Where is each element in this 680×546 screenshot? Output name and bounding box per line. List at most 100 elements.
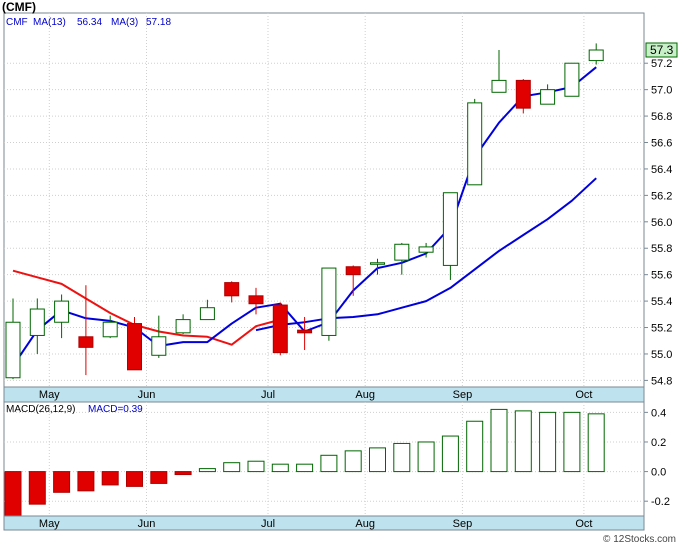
- macd-bar: [53, 471, 71, 493]
- candle-body: [248, 295, 264, 305]
- macd-y-tick-label: 0.0: [651, 467, 666, 479]
- macd-x-tick-label: Jun: [138, 518, 156, 530]
- price-x-tick-label: Jul: [261, 389, 275, 401]
- price-y-tick-label: 56.4: [651, 164, 672, 176]
- price-x-tick-label: Oct: [575, 389, 592, 401]
- legend-cmf: CMF: [6, 17, 28, 28]
- macd-x-tick-label: Aug: [355, 518, 375, 530]
- macd-y-tick-label: -0.2: [651, 496, 670, 508]
- candle-body: [442, 192, 458, 266]
- price-y-tick-label: 56.0: [651, 217, 672, 229]
- candle-body: [345, 266, 361, 276]
- macd-bar: [271, 463, 289, 473]
- price-x-axis-band: [3, 386, 645, 403]
- candle-body: [588, 49, 604, 62]
- macd-value-label: MACD=0.39: [88, 404, 143, 415]
- macd-bar: [77, 471, 95, 492]
- macd-x-tick-label: Jul: [261, 518, 275, 530]
- candle-body: [127, 323, 142, 371]
- macd-bar: [417, 441, 435, 473]
- macd-bar: [174, 471, 192, 476]
- price-y-tick-label: 56.8: [651, 111, 672, 123]
- macd-bar: [126, 471, 143, 487]
- legend-ma13-value: 56.34: [77, 17, 102, 28]
- price-y-tick-label: 56.2: [651, 190, 672, 202]
- price-y-tick-label: 54.8: [651, 375, 672, 387]
- legend-ma13-label: MA(13): [33, 17, 66, 28]
- price-y-ticks: 54.8 55.0 55.2 55.4 55.6 55.8 56.0 56.2 56.4 56.6…: [644, 58, 672, 387]
- macd-vertical-gridlines: [48, 402, 585, 516]
- candle-body: [418, 246, 434, 253]
- macd-bar: [563, 411, 581, 473]
- macd-bar: [539, 411, 557, 473]
- macd-panel: -0.2 0.0 0.2 0.4 May Jun Jul Aug Sep Oct MACD(26…: [3, 401, 670, 531]
- macd-bar: [393, 442, 411, 473]
- candle-body: [54, 300, 70, 323]
- macd-bars: [4, 408, 605, 517]
- candle-body: [515, 79, 531, 109]
- candle-body: [272, 304, 288, 354]
- price-x-tick-label: May: [39, 389, 60, 401]
- macd-bar: [490, 408, 508, 473]
- price-vertical-gridlines: [48, 13, 585, 387]
- macd-bar: [514, 410, 532, 473]
- price-y-tick-label: 55.2: [651, 323, 672, 335]
- candle-body: [491, 79, 507, 93]
- legend-ma3-value: 57.18: [146, 17, 171, 28]
- macd-bar: [369, 447, 386, 473]
- macd-x-ticks: May Jun Jul Aug Sep Oct: [39, 518, 593, 530]
- ma-slow-red-line: [12, 269, 281, 346]
- price-y-tick-label: 57.0: [651, 85, 672, 97]
- macd-bar: [198, 468, 216, 473]
- price-x-tick-label: Aug: [355, 389, 375, 401]
- macd-bar: [101, 471, 119, 486]
- macd-bar: [28, 471, 46, 505]
- macd-bar: [320, 454, 338, 473]
- candle-body: [29, 308, 45, 336]
- macd-title: MACD(26,12,9): [6, 404, 75, 415]
- price-x-ticks: May Jun Jul Aug Sep Oct: [39, 389, 593, 401]
- candle-body: [370, 262, 385, 265]
- candle-body: [394, 243, 410, 261]
- macd-x-tick-label: May: [39, 518, 60, 530]
- ma13-line: [255, 177, 597, 332]
- macd-bar: [296, 463, 314, 473]
- macd-bar: [150, 471, 168, 484]
- candle-body: [151, 336, 167, 356]
- candle-body: [199, 307, 215, 321]
- copyright: © 12Stocks.com: [603, 534, 676, 545]
- last-price-label: 57.3: [650, 43, 674, 57]
- price-candles: [5, 43, 604, 380]
- price-y-tick-label: 55.6: [651, 270, 672, 282]
- last-price-tag: 57.3: [645, 42, 678, 58]
- macd-bar: [223, 462, 241, 473]
- candle-body: [5, 321, 21, 379]
- macd-bar: [4, 471, 22, 517]
- macd-x-axis-band: [3, 515, 645, 531]
- macd-bar: [466, 420, 484, 473]
- candle-body: [78, 336, 94, 348]
- price-y-tick-label: 55.0: [651, 349, 672, 361]
- price-panel: 54.8 55.0 55.2 55.4 55.6 55.8 56.0 56.2 56.4 56.6…: [3, 12, 678, 403]
- macd-y-ticks: -0.2 0.0 0.2 0.4: [644, 407, 670, 508]
- macd-x-tick-label: Sep: [453, 518, 473, 530]
- last-price-tag-bg: [645, 42, 678, 58]
- legend-ma3-label: MA(3): [111, 17, 138, 28]
- chart-title: (CMF): [2, 0, 36, 14]
- price-x-tick-label: Jun: [138, 389, 156, 401]
- price-y-tick-label: 57.2: [651, 58, 672, 70]
- candle-body: [297, 329, 313, 334]
- price-y-tick-label: 55.8: [651, 243, 672, 255]
- macd-bar: [344, 450, 362, 473]
- price-y-tick-label: 55.4: [651, 296, 672, 308]
- price-y-tick-label: 56.6: [651, 138, 672, 150]
- candle-body: [564, 62, 580, 97]
- macd-y-tick-label: 0.4: [651, 407, 666, 419]
- candle-body: [467, 102, 483, 186]
- price-x-tick-label: Sep: [453, 389, 473, 401]
- candle-body: [102, 321, 118, 338]
- macd-x-tick-label: Oct: [575, 518, 592, 530]
- macd-bar: [441, 435, 459, 473]
- candle-body: [224, 282, 240, 297]
